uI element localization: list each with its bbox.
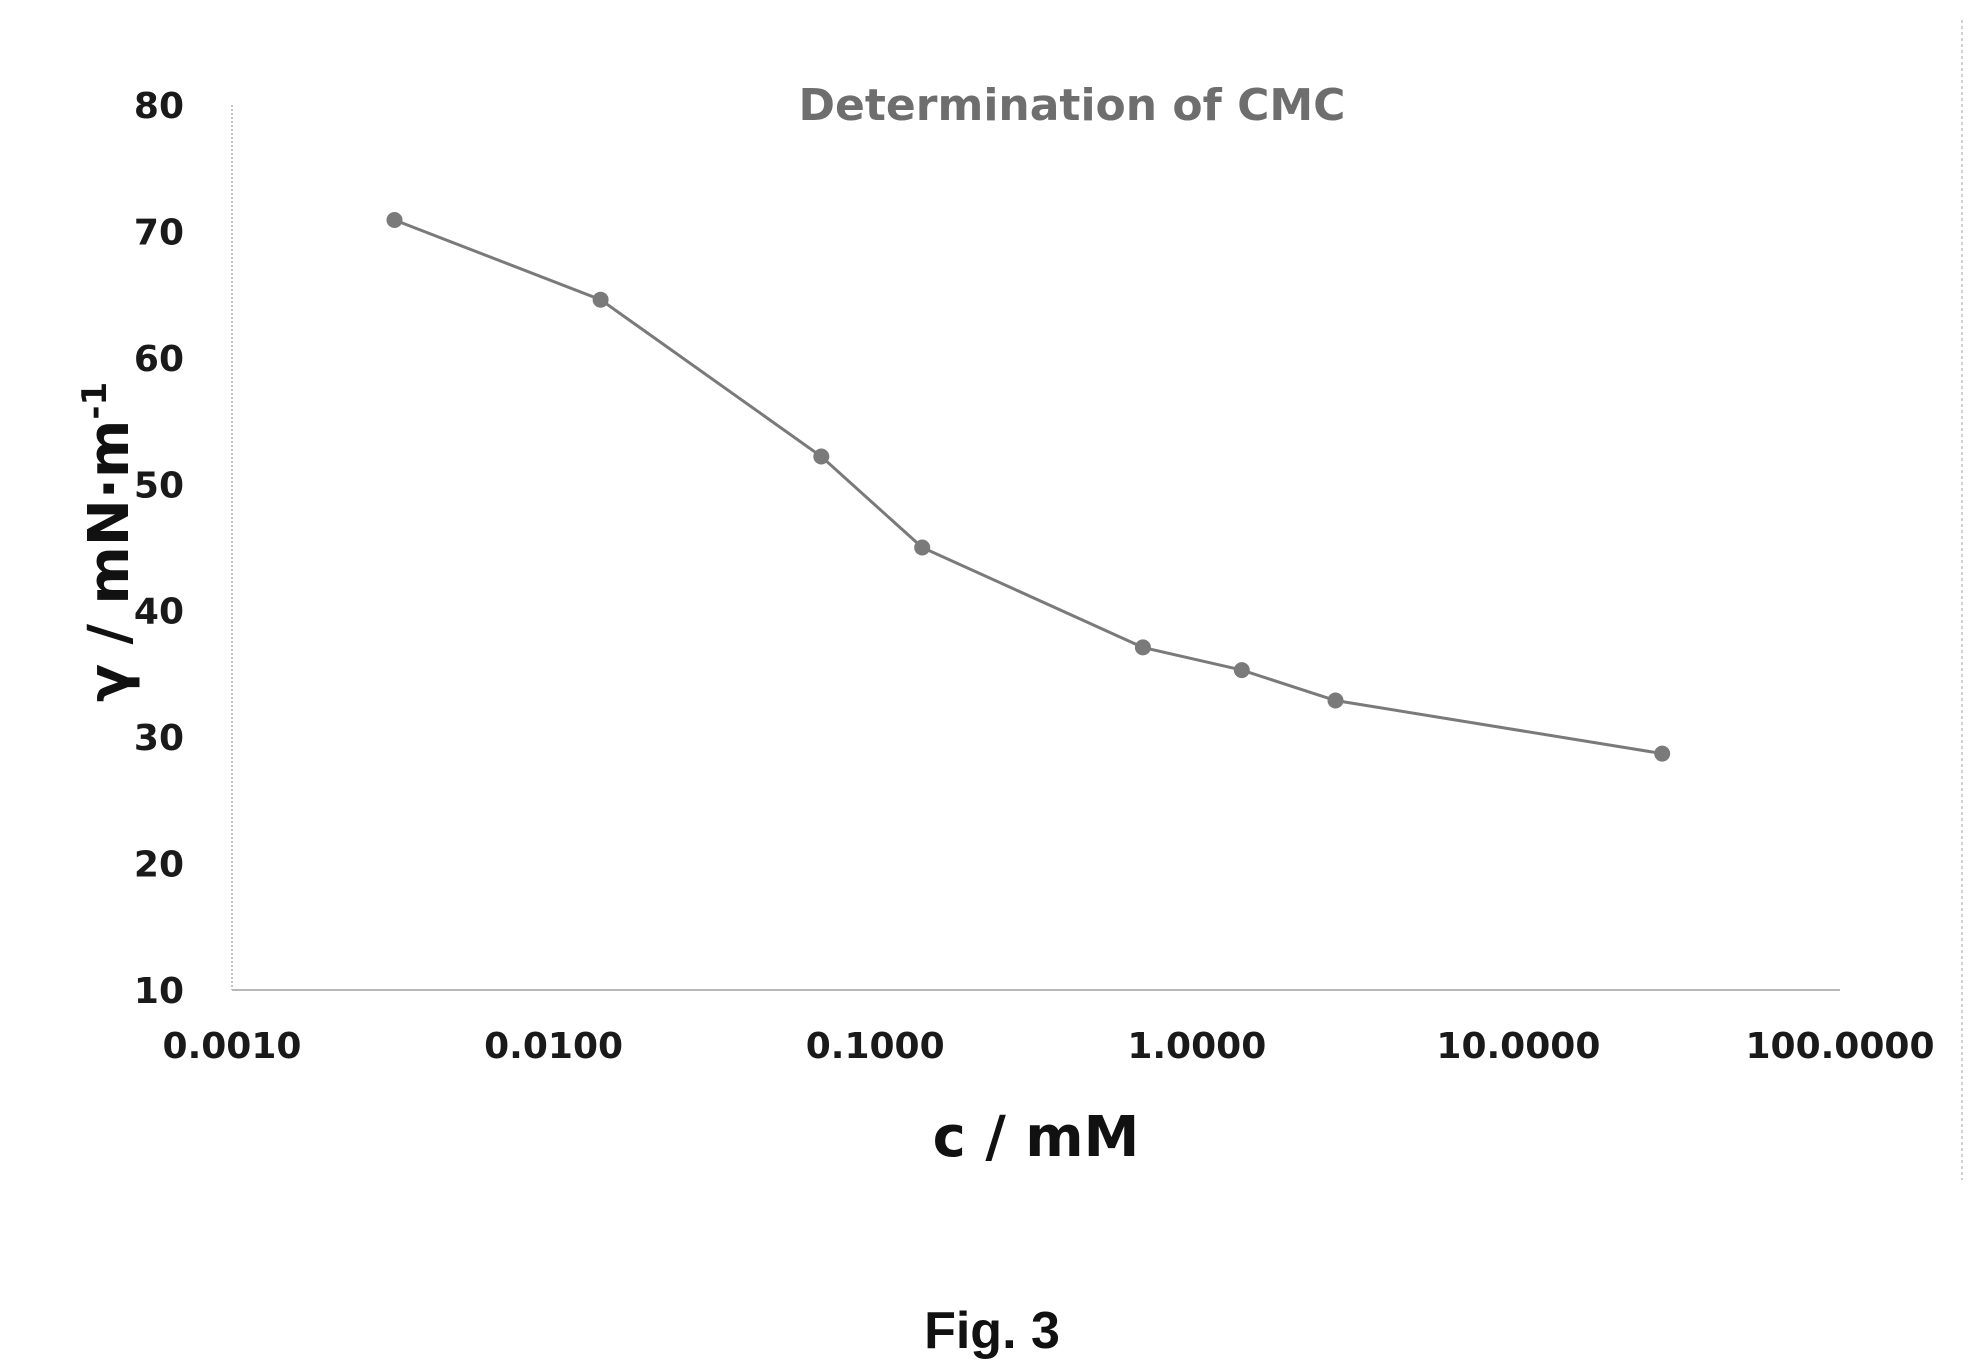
x-tick-label: 0.1000 bbox=[806, 1026, 945, 1067]
y-axis-title-main: γ / mN·m bbox=[77, 420, 142, 702]
data-point bbox=[1654, 745, 1671, 762]
y-tick-label: 50 bbox=[134, 465, 184, 506]
data-point bbox=[592, 291, 609, 308]
x-tick-label: 0.0100 bbox=[484, 1026, 623, 1067]
x-axis-title: c / mM bbox=[933, 1105, 1140, 1170]
x-tick-label: 0.0010 bbox=[163, 1026, 302, 1067]
data-point bbox=[386, 212, 403, 228]
y-tick-label: 80 bbox=[134, 86, 184, 127]
x-tick-label: 1.0000 bbox=[1127, 1026, 1266, 1067]
x-tick-label: 100.0000 bbox=[1745, 1026, 1934, 1067]
y-tick-label: 60 bbox=[134, 339, 184, 380]
data-point bbox=[1327, 692, 1344, 709]
series-group bbox=[386, 212, 1671, 762]
y-tick-label: 30 bbox=[134, 718, 184, 759]
y-axis-title-superscript: -1 bbox=[75, 382, 115, 420]
y-tick-labels: 10 20 30 40 50 60 70 80 bbox=[134, 86, 184, 1012]
y-tick-label: 70 bbox=[134, 212, 184, 253]
y-axis-title: γ / mN·m-1 bbox=[75, 382, 142, 702]
series-line bbox=[393, 218, 1663, 756]
y-tick-label: 40 bbox=[134, 592, 184, 633]
x-tick-label: 10.0000 bbox=[1436, 1026, 1600, 1067]
data-point bbox=[813, 448, 830, 465]
data-point bbox=[1134, 639, 1151, 656]
data-point bbox=[914, 539, 931, 556]
figure-caption: Fig. 3 bbox=[924, 1302, 1060, 1360]
y-tick-label: 20 bbox=[134, 845, 184, 886]
plot-frame bbox=[231, 20, 1963, 1180]
chart-title: Determination of CMC bbox=[799, 80, 1346, 131]
data-point bbox=[1233, 662, 1250, 679]
x-tick-labels: 0.0010 0.0100 0.1000 1.0000 10.0000 100.0000 bbox=[163, 1026, 1935, 1067]
y-tick-label: 10 bbox=[134, 971, 184, 1012]
